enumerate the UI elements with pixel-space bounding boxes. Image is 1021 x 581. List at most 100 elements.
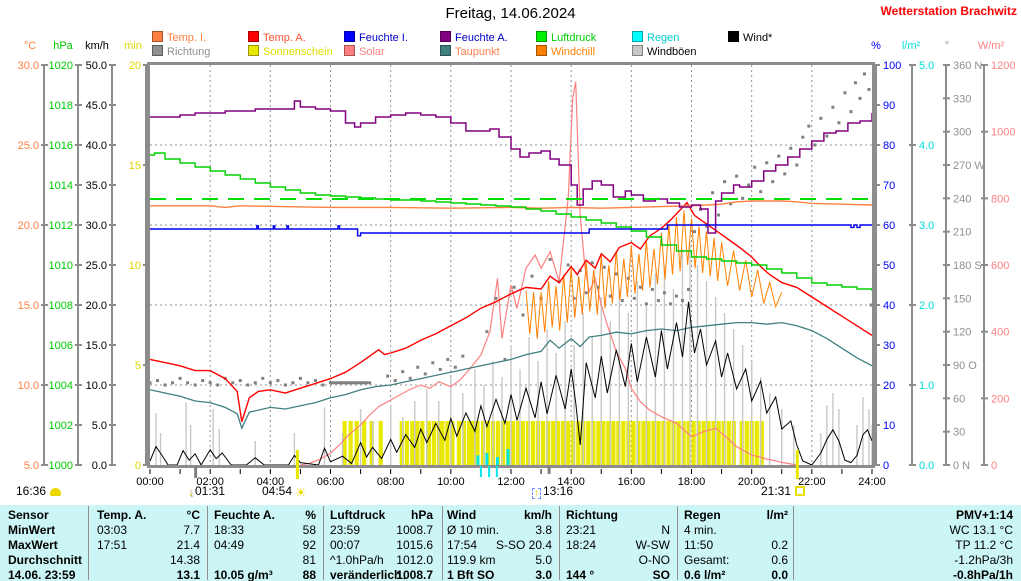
unit-header-min: min xyxy=(124,40,142,52)
series-richtung xyxy=(566,263,570,267)
table-cell: ^1.0hPa/h xyxy=(330,553,384,567)
series-richtung xyxy=(620,299,624,303)
axis-tick-label-hpa: 1008 xyxy=(49,300,73,312)
unit-header-hpa: hPa xyxy=(53,40,73,52)
series-sonnenschein xyxy=(426,421,431,465)
axis-tick-label-kmh: 0.0 xyxy=(92,460,107,472)
series-richtung xyxy=(849,110,853,114)
series-richtung xyxy=(735,174,739,178)
legend-label-regen: Regen xyxy=(647,32,680,44)
axis-tick-label-deg: 210 xyxy=(953,227,971,239)
series-sonnenschein xyxy=(754,421,759,465)
series-sonnenschein xyxy=(505,421,511,465)
series-richtung xyxy=(825,134,829,138)
series-richtung xyxy=(656,299,660,303)
legend-item-luftdruck: Luftdruck xyxy=(536,31,596,44)
table-cell: 5.0 xyxy=(535,553,552,567)
series-richtung xyxy=(431,361,435,365)
series-sonnenschein xyxy=(342,421,347,465)
series-sonnenschein xyxy=(475,421,480,465)
legend-label-sonnenschein: Sonnenschein xyxy=(263,46,333,58)
legend-swatch-feuchte-a xyxy=(440,31,451,42)
series-sonnenschein xyxy=(551,421,556,465)
series-sonnenschein xyxy=(616,421,621,465)
axis-tick-label-wm2: 1000 xyxy=(991,127,1015,139)
series-richtung xyxy=(401,370,405,374)
axis-tick-label-wm2: 400 xyxy=(991,327,1009,339)
table-column-separator xyxy=(559,506,560,580)
series-richtung xyxy=(386,374,390,378)
table-cell: 1015.6 xyxy=(396,538,433,552)
series-sonnenschein xyxy=(601,421,606,465)
table-cell: 17:51 xyxy=(97,538,128,552)
axis-tick-label-pct: 80 xyxy=(883,140,895,152)
legend-label-solar: Solar xyxy=(359,46,385,58)
series-richtung xyxy=(321,383,325,387)
legend-item-windchill: Windchill xyxy=(536,45,595,58)
marker-moonrise-prev: 16:36 xyxy=(16,484,62,498)
series-richtung xyxy=(674,294,678,298)
series-sonnenschein xyxy=(404,421,409,465)
legend-label-feuchte-i: Feuchte I. xyxy=(359,32,408,44)
axis-tick-label-wm2: 800 xyxy=(991,193,1009,205)
series-sonnenschein xyxy=(410,421,415,465)
series-sonnenschein xyxy=(354,421,359,465)
moon-icon xyxy=(50,488,62,496)
axis-tick-label-kmh: 50.0 xyxy=(86,60,107,72)
series-richtung xyxy=(512,285,516,289)
axis-tick-label-tempC: 30.0 xyxy=(18,60,39,72)
axis-tick-label-wm2: 0 xyxy=(991,460,997,472)
series-sonnenschein xyxy=(480,421,486,465)
legend-swatch-windchill xyxy=(536,45,547,56)
series-sonnenschein xyxy=(651,421,656,465)
series-sonnenschein xyxy=(561,421,566,465)
unit-header-deg: ° xyxy=(944,40,950,52)
series-richtung xyxy=(596,285,600,289)
series-sonnenschein xyxy=(445,421,450,465)
table-cell: 1008.7 xyxy=(396,568,433,581)
marker-sunset: 21:31 xyxy=(761,484,806,498)
table-cell: SO xyxy=(652,568,670,581)
series-richtung xyxy=(759,190,763,194)
series-richtung xyxy=(530,274,534,278)
time-tick-label: 06:00 xyxy=(317,476,345,488)
legend-label-wind: Wind* xyxy=(743,32,773,44)
axis-tick-label-deg: 300 xyxy=(953,127,971,139)
axis-tick-label-hpa: 1004 xyxy=(49,380,73,392)
series-richtung xyxy=(261,376,265,380)
legend-item-regen: Regen xyxy=(632,31,680,44)
axis-tick-label-hpa: 1016 xyxy=(49,140,73,152)
series-sonnenschein xyxy=(646,421,651,465)
axis-tick-label-kmh: 30.0 xyxy=(86,220,107,232)
series-sonnenschein xyxy=(739,421,744,465)
series-sonnenschein xyxy=(706,421,711,465)
series-temp-a xyxy=(149,201,873,423)
table-cell: N xyxy=(661,523,670,537)
table-background xyxy=(0,505,1021,581)
legend-label-feuchte-a: Feuchte A. xyxy=(455,32,508,44)
series-sonnenschein xyxy=(606,421,611,465)
table-cell: 03:03 xyxy=(97,523,128,537)
legend-swatch-windboeen xyxy=(632,45,643,56)
marker-moonrise: ↑ 13:16 xyxy=(532,484,573,499)
time-tick-label: 24:00 xyxy=(858,476,886,488)
axis-tick-label-deg: 90 O xyxy=(953,360,977,372)
table-cell: -0.8hPa/1h xyxy=(952,568,1013,581)
axis-tick-label-kmh: 15.0 xyxy=(86,340,107,352)
series-richtung xyxy=(521,313,525,317)
series-richtung xyxy=(238,379,242,383)
series-richtung xyxy=(156,379,160,383)
series-sonnenschein xyxy=(636,421,641,465)
series-sonnenschein xyxy=(369,421,374,465)
table-cell: 88 xyxy=(302,568,316,581)
table-cell: 14.06. 23:59 xyxy=(8,568,76,581)
series-richtung xyxy=(662,291,666,295)
axis-tick-label-tempC: 20.0 xyxy=(18,220,39,232)
table-cell: 119.9 km xyxy=(447,553,496,567)
series-richtung xyxy=(771,180,775,184)
axis-tick-label-lm2: 4.0 xyxy=(919,140,934,152)
series-richtung xyxy=(368,381,372,385)
axis-tick-label-lm2: 1.0 xyxy=(919,380,934,392)
series-richtung xyxy=(503,357,507,361)
axis-tick-label-hpa: 1020 xyxy=(49,60,73,72)
